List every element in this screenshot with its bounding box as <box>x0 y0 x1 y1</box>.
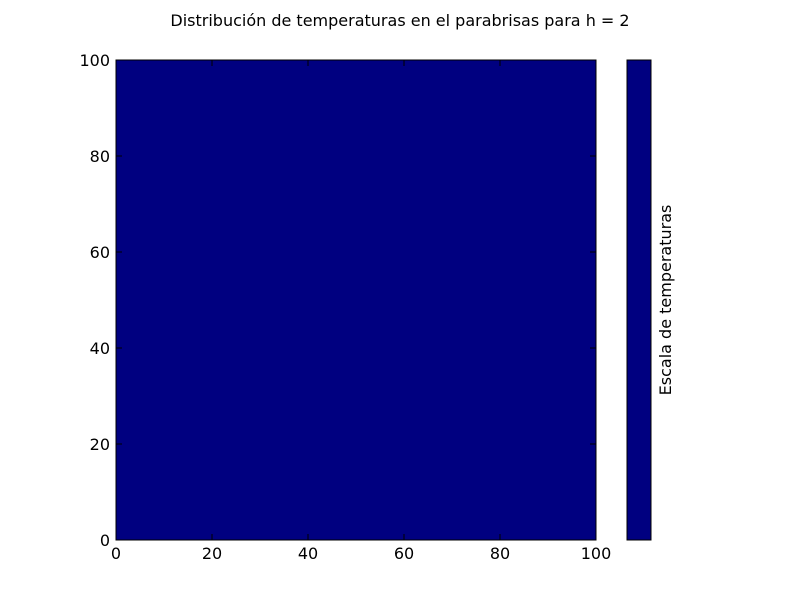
heatmap-field <box>115 59 597 541</box>
y-tick-label: 0 <box>100 531 110 550</box>
y-axis: 0 20 40 60 80 100 <box>79 51 596 550</box>
y-tick-label: 60 <box>90 243 110 262</box>
y-tick-label: 100 <box>79 51 110 70</box>
x-axis: 0 20 40 60 80 100 <box>111 60 611 563</box>
x-tick-label: 60 <box>394 544 414 563</box>
colorbar-label: Escala de temperaturas <box>656 205 675 396</box>
x-tick-label: 20 <box>202 544 222 563</box>
y-tick-label: 20 <box>90 435 110 454</box>
x-tick-label: 80 <box>490 544 510 563</box>
x-tick-label: 100 <box>581 544 612 563</box>
x-tick-label: 40 <box>298 544 318 563</box>
chart-title: Distribución de temperaturas en el parab… <box>170 11 629 30</box>
x-tick-label: 0 <box>111 544 121 563</box>
y-tick-label: 40 <box>90 339 110 358</box>
colorbar <box>626 59 652 541</box>
y-tick-label: 80 <box>90 147 110 166</box>
